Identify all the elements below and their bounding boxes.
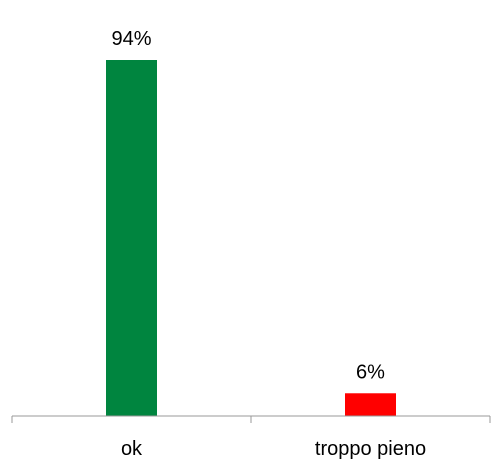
data-labels-group: 94% 6% <box>111 28 385 383</box>
bar-ok <box>106 60 157 416</box>
x-axis-ticks <box>11 416 491 423</box>
bars-group <box>106 60 396 416</box>
data-label: 6% <box>356 361 385 383</box>
category-labels-group: ok troppo pieno <box>121 438 426 460</box>
data-label: 94% <box>111 28 151 50</box>
category-label: troppo pieno <box>315 438 426 460</box>
bar-troppo-pieno <box>345 393 396 416</box>
category-label: ok <box>121 438 143 460</box>
